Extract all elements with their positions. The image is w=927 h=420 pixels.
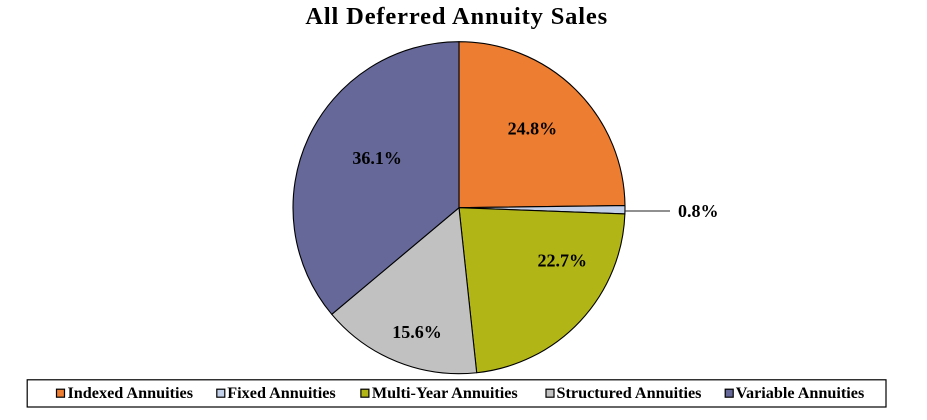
svg-text:Fixed Annuities: Fixed Annuities: [227, 384, 335, 402]
svg-text:15.6%: 15.6%: [392, 322, 442, 342]
svg-text:36.1%: 36.1%: [352, 148, 402, 168]
svg-text:Variable Annuities: Variable Annuities: [736, 384, 864, 402]
svg-text:All Deferred Annuity Sales: All Deferred Annuity Sales: [305, 3, 608, 30]
svg-text:22.7%: 22.7%: [537, 250, 587, 270]
svg-text:0.8%: 0.8%: [678, 201, 719, 221]
svg-text:Multi-Year Annuities: Multi-Year Annuities: [372, 384, 518, 402]
svg-text:Structured Annuities: Structured Annuities: [557, 384, 702, 402]
svg-text:Indexed Annuities: Indexed Annuities: [68, 384, 194, 402]
svg-text:24.8%: 24.8%: [508, 119, 558, 139]
